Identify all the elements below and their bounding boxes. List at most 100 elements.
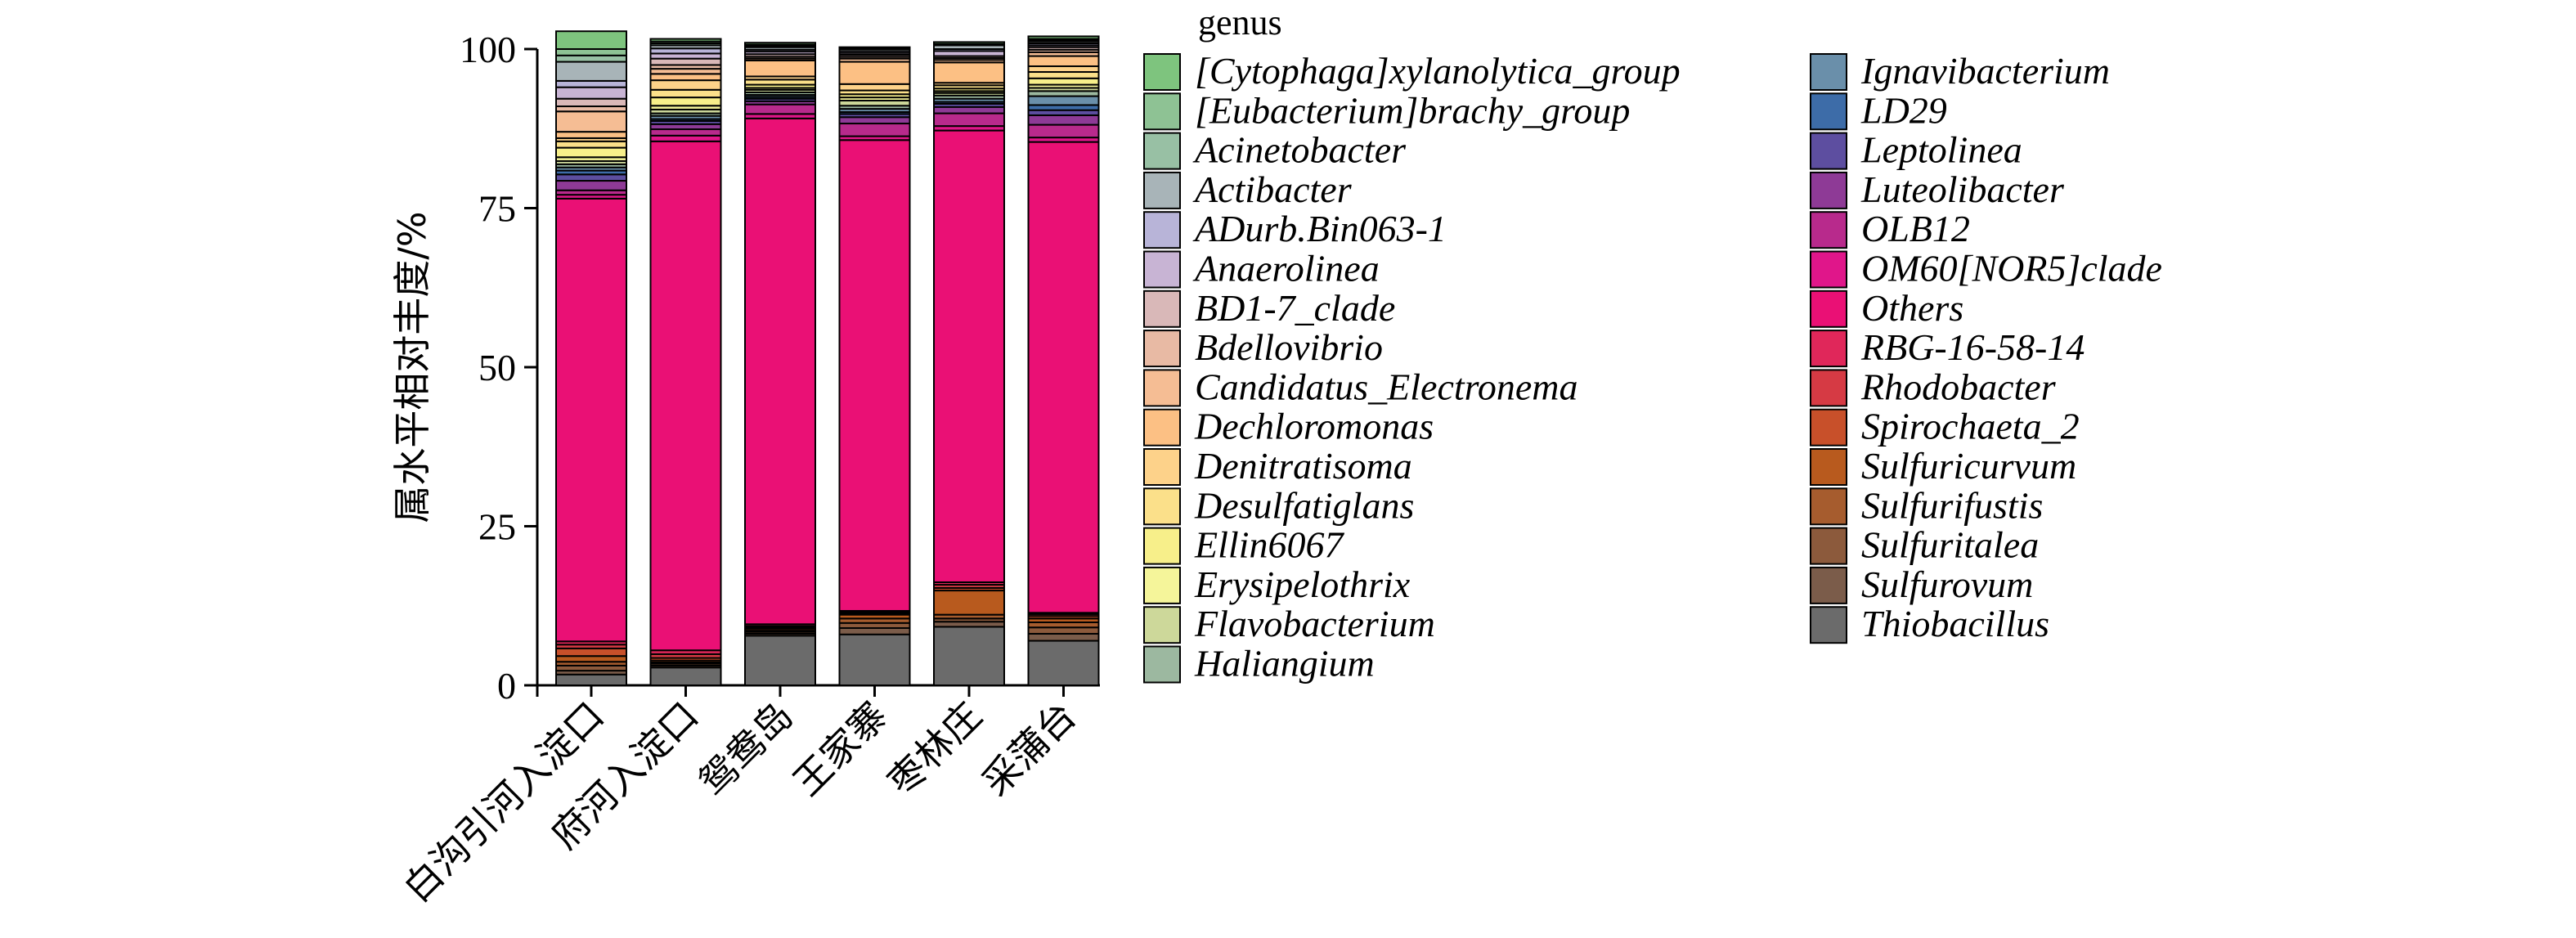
- bar-segment: [555, 131, 627, 139]
- legend-swatch: [1810, 289, 1847, 328]
- bar-segment: [933, 129, 1005, 583]
- bar-segment: [555, 97, 627, 108]
- bar-segment: [1027, 640, 1100, 686]
- legend-label: Anaerolinea: [1192, 248, 1380, 289]
- x-category-label: 枣林庄: [879, 693, 990, 805]
- legend-label: Leptolinea: [1860, 129, 2022, 171]
- legend-swatch: [1810, 527, 1847, 565]
- legend-label: ADurb.Bin063-1: [1192, 208, 1447, 249]
- legend-swatch: [1143, 606, 1181, 644]
- legend-label: Luteolibacter: [1860, 168, 2065, 210]
- bar-segment: [649, 79, 722, 91]
- legend-swatch: [1143, 487, 1181, 526]
- bar-segment: [649, 57, 722, 66]
- legend-label: Rhodobacter: [1860, 366, 2057, 407]
- legend-swatch: [1810, 408, 1847, 447]
- legend-swatch: [1143, 408, 1181, 447]
- legend-label: Erysipelothrix: [1194, 563, 1411, 605]
- bar-segment: [838, 61, 911, 85]
- bar-segment: [649, 96, 722, 107]
- bar-segment: [555, 86, 627, 100]
- legend-swatch: [1143, 53, 1181, 91]
- bar-segment: [555, 673, 627, 686]
- y-tick-label: 50: [478, 347, 516, 388]
- x-category-label: 鸳鸯岛: [690, 693, 801, 805]
- legend-swatch: [1143, 132, 1181, 170]
- bar-segment: [1027, 632, 1100, 642]
- legend-label: Sulfuritalea: [1861, 524, 2039, 566]
- legend-label: Candidatus_Electronema: [1195, 366, 1577, 407]
- bar-segment: [744, 117, 816, 626]
- legend-swatch: [1143, 645, 1181, 684]
- legend-label: Haliangium: [1194, 643, 1375, 684]
- bar-segment: [649, 128, 722, 137]
- legend-label: Denitratisoma: [1194, 445, 1412, 487]
- bar-segment: [933, 626, 1005, 687]
- bar-segment: [744, 42, 816, 46]
- bar-segment: [1027, 114, 1100, 126]
- legend-swatch: [1143, 330, 1181, 368]
- bar-segment: [838, 46, 911, 49]
- legend-swatch: [1143, 250, 1181, 289]
- legend-label: Sulfurifustis: [1861, 484, 2043, 526]
- bar-segment: [555, 655, 627, 663]
- legend-swatch: [1810, 606, 1847, 644]
- legend-label: Sulfurovum: [1861, 563, 2033, 605]
- legend-label: LD29: [1860, 89, 1947, 131]
- bar-segment: [1027, 35, 1100, 40]
- legend-label: Actibacter: [1192, 168, 1353, 210]
- bar-segment: [555, 647, 627, 657]
- legend-label: Ignavibacterium: [1860, 50, 2110, 92]
- legend-swatch: [1143, 566, 1181, 604]
- y-tick-label: 100: [460, 29, 516, 70]
- legend-swatch: [1810, 171, 1847, 209]
- legend-label: Ellin6067: [1194, 524, 1344, 566]
- legend-label: Acinetobacter: [1192, 129, 1407, 171]
- bar-segment: [933, 590, 1005, 616]
- bar-segment: [1027, 123, 1100, 139]
- bar-segment: [555, 54, 627, 63]
- bar-segment: [933, 61, 1005, 84]
- legend-swatch: [1143, 211, 1181, 249]
- bar-segment: [838, 83, 911, 92]
- legend-swatch: [1143, 369, 1181, 407]
- legend-label: Spirochaeta_2: [1861, 406, 2080, 447]
- legend-swatch: [1143, 171, 1181, 209]
- bar-segment: [933, 112, 1005, 128]
- bar-segment: [838, 123, 911, 137]
- bar-segment: [555, 197, 627, 643]
- bar-segment: [838, 139, 911, 612]
- legend-label: Sulfuricurvum: [1861, 445, 2076, 487]
- legend-swatch: [1810, 448, 1847, 486]
- bar-segment: [838, 116, 911, 125]
- bar-segment: [1027, 71, 1100, 79]
- bar-segment: [555, 180, 627, 191]
- bar-segment: [933, 41, 1005, 45]
- bar-segment: [1027, 77, 1100, 86]
- bar-segment: [649, 38, 722, 43]
- bar-segment: [555, 173, 627, 182]
- legend-swatch: [1143, 448, 1181, 486]
- bar-segment: [744, 60, 816, 78]
- bar-segment: [649, 666, 722, 687]
- bar-segment: [933, 105, 1005, 114]
- legend-label: BD1-7_clade: [1195, 287, 1395, 329]
- bar-segment: [555, 140, 627, 149]
- bar-segment: [555, 110, 627, 133]
- bars: [555, 30, 1100, 687]
- y-tick-label: 0: [497, 665, 516, 707]
- legend-label: OLB12: [1861, 208, 1970, 249]
- legend-swatch: [1810, 132, 1847, 170]
- bar-segment: [555, 30, 627, 50]
- legend-label: Bdellovibrio: [1195, 326, 1383, 368]
- x-category-label: 采蒲台: [974, 693, 1085, 805]
- legend-swatch: [1143, 289, 1181, 328]
- legend-swatch: [1810, 211, 1847, 249]
- bar-segment: [744, 103, 816, 115]
- y-axis-title: 属水平相对丰度/%: [390, 211, 434, 523]
- legend-title: genus: [1198, 2, 1282, 43]
- bar-segment: [649, 88, 722, 99]
- bar-segment: [744, 635, 816, 686]
- bar-segment: [1027, 626, 1100, 635]
